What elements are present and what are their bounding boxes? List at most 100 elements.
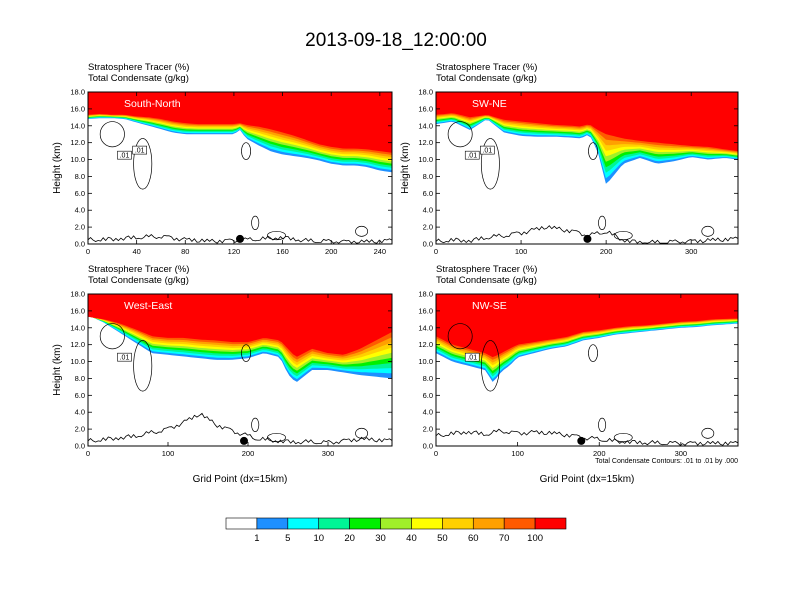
panel-2: Stratosphere Tracer (%)Total Condensate … <box>400 62 739 256</box>
y-tick-label: 18.0 <box>418 88 433 97</box>
x-tick-label: 200 <box>593 449 606 458</box>
x-tick-label: 200 <box>325 247 338 256</box>
contour-label-box <box>117 150 132 160</box>
condensate-contour <box>267 230 286 241</box>
x-tick-label: 0 <box>86 449 90 458</box>
panels: Stratosphere Tracer (%)Total Condensate … <box>52 62 739 485</box>
y-tick-label: 0.0 <box>75 442 85 451</box>
y-tick-label: 16.0 <box>418 104 433 113</box>
condensate-contour <box>588 142 598 160</box>
y-tick-label: 8.0 <box>75 374 85 383</box>
panel-header-condensate: Total Condensate (g/kg) <box>436 275 537 286</box>
y-tick-label: 4.0 <box>423 206 433 215</box>
panel-header-tracer: Stratosphere Tracer (%) <box>88 62 189 73</box>
y-tick-label: 16.0 <box>70 306 85 315</box>
y-tick-label: 12.0 <box>70 340 85 349</box>
contour-label-box <box>480 145 495 155</box>
y-tick-label: 10.0 <box>70 155 85 164</box>
panel-header-tracer: Stratosphere Tracer (%) <box>436 62 537 73</box>
tracer-field <box>88 294 392 445</box>
condensate-contour <box>241 344 251 362</box>
condensate-contour <box>251 417 260 432</box>
condensate-contour <box>99 323 125 350</box>
colorbar-swatch <box>225 517 258 530</box>
location-marker <box>236 234 244 243</box>
condensate-contour <box>701 427 715 439</box>
x-tick-label: 300 <box>685 247 698 256</box>
panel-label: NW-SE <box>472 300 507 312</box>
colorbar: 1 5 10 20 30 40 50 60 70 100 <box>225 517 567 544</box>
x-tick-label: 0 <box>86 247 90 256</box>
panel-header-condensate: Total Condensate (g/kg) <box>88 275 189 286</box>
x-tick-label: 80 <box>181 247 189 256</box>
y-tick-label: 12.0 <box>418 340 433 349</box>
condensate-contour <box>613 230 633 241</box>
panel-header-condensate: Total Condensate (g/kg) <box>436 73 537 84</box>
condensate-contour <box>598 215 607 230</box>
condensate-contour <box>133 138 153 190</box>
y-tick-label: 10.0 <box>418 155 433 164</box>
x-tick-label: 0 <box>434 449 438 458</box>
condensate-contour <box>701 225 715 237</box>
plot-frame <box>435 91 739 245</box>
y-tick-label: 10.0 <box>70 357 85 366</box>
plot-frame <box>87 293 393 447</box>
x-tick-label: 240 <box>374 247 387 256</box>
condensate-contour <box>355 225 369 237</box>
colorbar-label: 40 <box>406 533 417 544</box>
contour-label-box <box>464 352 480 362</box>
contour-label-box <box>117 352 132 362</box>
tracer-band-10 <box>436 294 738 358</box>
y-tick-label: 0.0 <box>423 442 433 451</box>
location-marker <box>577 436 586 445</box>
colorbar-label: 70 <box>499 533 510 544</box>
y-tick-label: 6.0 <box>423 391 433 400</box>
condensate-contour <box>251 215 260 230</box>
x-tick-label: 0 <box>434 247 438 256</box>
location-marker <box>583 234 592 243</box>
y-tick-label: 18.0 <box>70 290 85 299</box>
panel-3: Stratosphere Tracer (%)Total Condensate … <box>52 264 393 485</box>
y-tick-label: 18.0 <box>418 290 433 299</box>
tracer-band-10 <box>436 92 738 152</box>
y-tick-label: 2.0 <box>75 223 85 232</box>
condensate-contour <box>447 323 473 350</box>
terrain-line <box>436 428 738 446</box>
y-tick-label: 6.0 <box>423 189 433 198</box>
colorbar-swatch <box>349 517 381 530</box>
colorbar-swatch <box>287 517 320 530</box>
contour-label: .01 <box>467 153 477 160</box>
panel-4: Stratosphere Tracer (%)Total Condensate … <box>418 264 739 485</box>
panel-label: SW-NE <box>472 98 507 110</box>
contour-label: .01 <box>120 355 130 362</box>
contour-label: .01 <box>467 355 477 362</box>
condensate-contour <box>99 121 125 148</box>
y-tick-label: 12.0 <box>418 138 433 147</box>
y-tick-label: 8.0 <box>75 172 85 181</box>
y-axis-label: Height (km) <box>52 142 63 194</box>
condensate-contour <box>480 340 500 392</box>
contour-label: .01 <box>482 148 492 155</box>
colorbar-swatch <box>318 517 350 530</box>
y-tick-label: 4.0 <box>75 408 85 417</box>
colorbar-swatch <box>411 517 443 530</box>
tracer-field <box>88 92 392 244</box>
colorbar-swatch <box>256 517 289 530</box>
colorbar-label: 20 <box>344 533 355 544</box>
contour-label: .01 <box>120 153 130 160</box>
colorbar-swatch <box>534 517 567 530</box>
condensate-contour <box>588 344 598 362</box>
panel-label: South-North <box>124 98 181 110</box>
x-axis-label: Grid Point (dx=15km) <box>540 474 635 485</box>
y-tick-label: 14.0 <box>418 121 433 130</box>
y-tick-label: 0.0 <box>75 240 85 249</box>
contour-label-box <box>464 150 480 160</box>
x-tick-label: 100 <box>515 247 528 256</box>
panel-header-tracer: Stratosphere Tracer (%) <box>436 264 537 275</box>
x-tick-label: 200 <box>600 247 613 256</box>
plot-frame <box>87 91 393 245</box>
condensate-contour <box>355 427 369 439</box>
colorbar-label: 5 <box>285 533 290 544</box>
condensate-contour <box>480 138 500 190</box>
